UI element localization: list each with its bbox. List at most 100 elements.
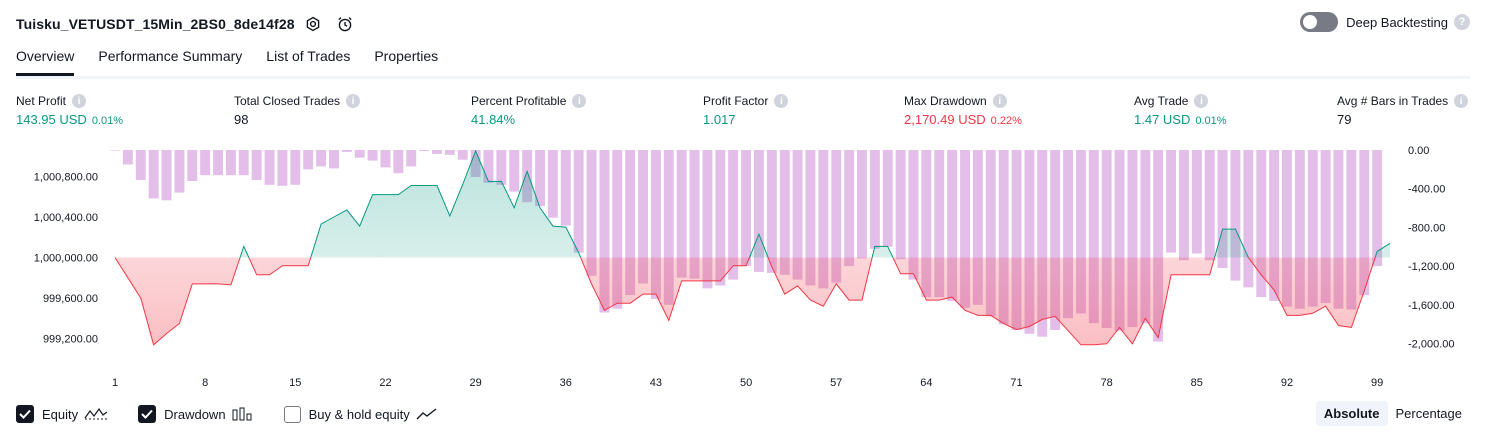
drawdown-bar bbox=[1282, 150, 1292, 307]
drawdown-bar bbox=[303, 150, 314, 170]
drawdown-bar bbox=[483, 150, 494, 183]
drawdown-checkbox[interactable]: Drawdown bbox=[138, 405, 253, 423]
x-axis-tick: 99 bbox=[1371, 377, 1383, 389]
drawdown-bar bbox=[1359, 150, 1370, 296]
drawdown-bar bbox=[1127, 150, 1138, 328]
percentage-button[interactable]: Percentage bbox=[1395, 406, 1463, 421]
x-axis-tick: 57 bbox=[830, 377, 842, 389]
drawdown-bar bbox=[290, 150, 301, 185]
x-axis-tick: 78 bbox=[1101, 377, 1113, 389]
drawdown-bar bbox=[689, 150, 700, 279]
info-icon[interactable]: i bbox=[346, 94, 361, 108]
checkbox-unchecked[interactable] bbox=[283, 405, 301, 423]
drawdown-bar bbox=[380, 150, 391, 168]
drawdown-bar bbox=[1294, 150, 1305, 309]
drawdown-bar bbox=[419, 150, 430, 151]
drawdown-bar bbox=[496, 150, 507, 185]
drawdown-bar bbox=[869, 150, 880, 249]
drawdown-bar bbox=[367, 150, 378, 161]
tab-performance-summary[interactable]: Performance Summary bbox=[98, 48, 243, 64]
info-icon[interactable]: i bbox=[1194, 94, 1209, 108]
metric-value: 79 bbox=[1337, 112, 1352, 127]
info-icon[interactable]: i bbox=[572, 94, 587, 108]
drawdown-bar bbox=[341, 150, 352, 152]
drawdown-bar bbox=[432, 150, 442, 154]
drawdown-bar bbox=[1140, 150, 1151, 324]
info-icon[interactable]: i bbox=[1454, 94, 1469, 108]
drawdown-bar bbox=[985, 150, 996, 317]
report-tabs: Overview Performance Summary List of Tra… bbox=[16, 44, 1470, 79]
equity-label: Equity bbox=[42, 406, 79, 422]
drawdown-bar bbox=[638, 150, 648, 284]
drawdown-bar bbox=[625, 150, 636, 296]
alert-button[interactable] bbox=[331, 10, 359, 38]
metric-percent: 0.01% bbox=[91, 115, 124, 127]
equity-profit-area bbox=[115, 151, 1390, 258]
info-icon[interactable]: i bbox=[992, 94, 1007, 108]
drawdown-bar bbox=[329, 150, 339, 169]
metric-avg-bars: Avg # Bars in Trades i 79 bbox=[1337, 94, 1469, 127]
drawdown-bar bbox=[1204, 150, 1215, 261]
x-axis-tick: 50 bbox=[740, 377, 752, 389]
drawdown-bar bbox=[135, 150, 146, 180]
metric-label: Avg # Bars in Trades bbox=[1337, 94, 1449, 108]
tab-properties[interactable]: Properties bbox=[374, 48, 439, 64]
drawdown-bar bbox=[1011, 150, 1022, 330]
metric-percent: 0.01% bbox=[1195, 115, 1227, 127]
x-axis-tick: 15 bbox=[289, 377, 301, 389]
metric-value: 98 bbox=[234, 112, 249, 127]
drawdown-bar bbox=[805, 150, 816, 286]
drawdown-bar bbox=[895, 150, 906, 260]
check-icon bbox=[141, 409, 153, 419]
metric-value: 1.017 bbox=[703, 112, 736, 127]
help-icon[interactable]: ? bbox=[1454, 14, 1470, 30]
equity-line-icon bbox=[84, 407, 108, 420]
drawdown-bar bbox=[857, 150, 867, 259]
buy-hold-checkbox[interactable]: Buy & hold equity bbox=[283, 405, 438, 423]
drawdown-bar bbox=[277, 150, 288, 186]
metric-net-profit: Net Profit i 143.95 USD 0.01% bbox=[16, 94, 123, 127]
equity-checkbox[interactable]: Equity bbox=[16, 405, 108, 423]
drawdown-bar bbox=[766, 150, 777, 273]
drawdown-bar bbox=[1256, 150, 1267, 298]
deep-backtesting: Deep Backtesting ? bbox=[1300, 12, 1470, 32]
x-axis-tick: 36 bbox=[560, 377, 572, 389]
info-icon[interactable]: i bbox=[774, 94, 789, 108]
metric-percent: 0.22% bbox=[990, 115, 1022, 127]
metric-value: 41.84% bbox=[471, 112, 516, 127]
metric-percent-profitable: Percent Profitable i 41.84% bbox=[471, 94, 587, 127]
left-axis-tick: 1,000,800.00 bbox=[34, 171, 98, 183]
tab-list-of-trades[interactable]: List of Trades bbox=[266, 48, 351, 64]
metric-label: Percent Profitable bbox=[471, 94, 567, 108]
checkbox-checked[interactable] bbox=[16, 405, 34, 423]
absolute-button[interactable]: Absolute bbox=[1315, 401, 1388, 426]
drawdown-bar bbox=[264, 150, 275, 185]
check-icon bbox=[19, 409, 31, 419]
drawdown-bar bbox=[599, 150, 610, 313]
chart-legend: Equity Drawdown Buy & hold equity bbox=[16, 402, 468, 426]
info-icon[interactable]: i bbox=[72, 94, 87, 108]
drawdown-bar bbox=[110, 150, 120, 151]
settings-button[interactable] bbox=[299, 10, 327, 38]
x-axis-tick: 22 bbox=[379, 377, 391, 389]
drawdown-bar bbox=[818, 150, 829, 289]
drawdown-bar bbox=[457, 150, 468, 160]
buy-hold-label: Buy & hold equity bbox=[308, 406, 410, 422]
drawdown-bar bbox=[1050, 150, 1061, 330]
metric-max-drawdown: Max Drawdown i 2,170.49 USD 0.22% bbox=[904, 94, 1022, 127]
checkbox-checked[interactable] bbox=[138, 405, 157, 423]
drawdown-bar bbox=[612, 150, 623, 309]
drawdown-bar bbox=[1076, 150, 1086, 314]
tab-overview[interactable]: Overview bbox=[16, 44, 75, 76]
drawdown-bar bbox=[161, 150, 172, 201]
drawdown-bar bbox=[1346, 150, 1357, 310]
x-axis-tick: 71 bbox=[1010, 377, 1022, 389]
deep-backtesting-toggle[interactable] bbox=[1300, 12, 1339, 32]
drawdown-bar bbox=[316, 150, 326, 167]
drawdown-bar bbox=[187, 150, 198, 181]
drawdown-bar bbox=[1230, 150, 1241, 281]
drawdown-bar bbox=[354, 150, 365, 158]
drawdown-bar bbox=[1101, 150, 1112, 328]
drawdown-bar bbox=[715, 150, 726, 286]
drawdown-bar bbox=[792, 150, 803, 280]
